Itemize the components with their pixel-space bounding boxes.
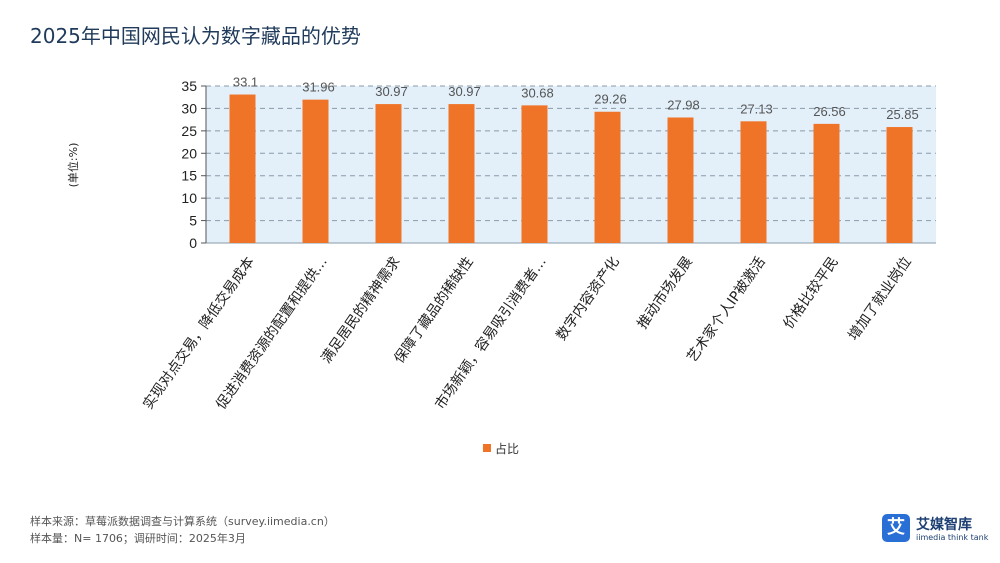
logo-subtitle: iimedia think tank (916, 533, 989, 542)
value-labels: 33.1 31.96 30.97 30.97 30.68 29.26 27.98 27.13 2… (233, 75, 919, 123)
bar (375, 104, 402, 244)
bar-value-label: 25.85 (886, 107, 919, 122)
bar-value-label: 31.96 (302, 80, 335, 95)
logo-mark-icon: 艾 (882, 514, 910, 542)
bar (302, 99, 329, 244)
bar (740, 121, 767, 243)
bar (521, 105, 548, 243)
bar (448, 104, 475, 244)
bar-value-label: 30.68 (521, 85, 554, 100)
x-axis-labels: 实现对点交易，降低交易成本促进消费资源的配置和提供…满足居民的精神需求保障了藏品… (139, 254, 914, 413)
y-axis-label: (单位:%) (66, 143, 80, 188)
bar-value-label: 27.13 (740, 101, 773, 116)
page-title: 2025年中国网民认为数字藏品的优势 (30, 24, 361, 48)
legend-swatch (483, 444, 491, 452)
y-tick-label: 5 (189, 213, 197, 229)
iimedia-logo: 艾 艾媒智库 iimedia think tank (882, 514, 992, 546)
x-tick-label: 数字内容资产化 (553, 254, 623, 344)
bar-value-label: 30.97 (448, 84, 481, 99)
bar (667, 117, 694, 243)
x-tick-label: 增加了就业岗位 (845, 254, 914, 343)
bar-value-label: 26.56 (813, 104, 846, 119)
y-tick-label: 10 (181, 190, 197, 206)
bar (229, 94, 256, 243)
bar-value-label: 30.97 (375, 84, 408, 99)
x-tick-label: 满足居民的精神需求 (318, 254, 403, 366)
logo-name: 艾媒智库 (916, 517, 972, 533)
y-tick-label: 25 (181, 123, 197, 139)
bars (229, 94, 913, 244)
x-tick-label: 保障了藏品的稀缺性 (391, 254, 476, 366)
y-tick-label: 30 (181, 100, 197, 116)
y-axis-ticks: 0 5 10 15 20 25 30 35 (181, 78, 206, 251)
sample-line: 样本量：N= 1706；调研时间：2025年3月 (30, 532, 246, 545)
legend: 占比 (483, 441, 519, 456)
legend-label: 占比 (495, 441, 519, 456)
y-tick-label: 15 (181, 168, 197, 184)
bar-value-label: 29.26 (594, 92, 627, 107)
source-line: 样本来源：草莓派数据调查与计算系统（survey.iimedia.cn） (30, 515, 335, 528)
bar (594, 111, 621, 243)
source-note: 样本来源：草莓派数据调查与计算系统（survey.iimedia.cn） 样本量… (30, 513, 335, 547)
y-tick-label: 0 (189, 235, 197, 251)
bar-chart: 33.1 31.96 30.97 30.97 30.68 29.26 27.98 27.13 2… (66, 75, 936, 456)
bar (813, 123, 840, 243)
bar (886, 127, 913, 243)
bar-value-label: 33.1 (233, 75, 258, 90)
x-tick-label: 价格比较平民 (780, 254, 841, 332)
y-tick-label: 20 (181, 145, 197, 161)
y-tick-label: 35 (181, 78, 197, 94)
x-tick-label: 推动市场发展 (634, 254, 696, 333)
x-tick-label: 艺术家个人IP被激活 (683, 254, 768, 366)
bar-value-label: 27.98 (667, 97, 700, 112)
